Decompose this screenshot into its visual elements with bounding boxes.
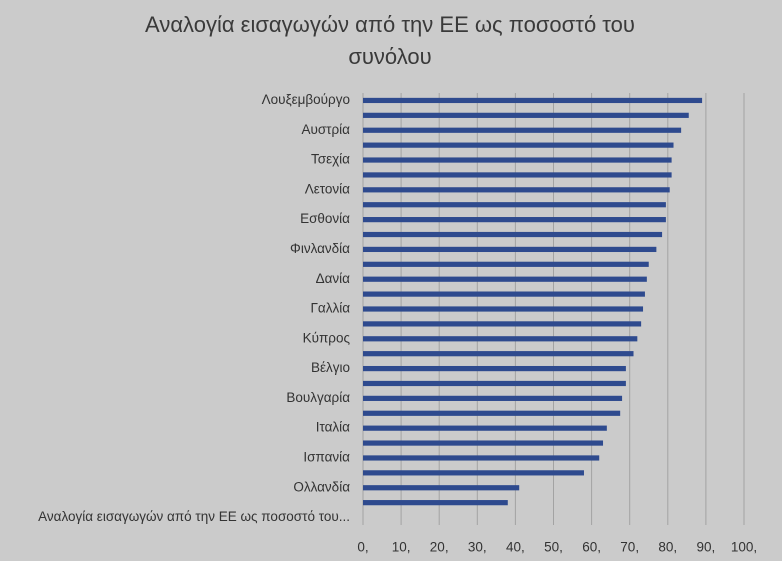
bar — [363, 276, 647, 282]
y-tick-label: Γαλλία — [310, 301, 350, 316]
bar — [363, 246, 657, 253]
y-tick-label: Λετονία — [305, 181, 350, 196]
bar — [363, 231, 663, 238]
y-tick-label: Βουλγαρία — [286, 390, 350, 405]
bar — [363, 440, 604, 446]
x-tick-label: 20, — [430, 540, 449, 555]
bar — [363, 217, 666, 223]
x-tick-label: 80, — [658, 540, 677, 555]
chart-title: συνόλου — [348, 44, 431, 69]
bar — [363, 261, 649, 267]
y-tick-label: Αναλογία εισαγωγών από την ΕΕ ως ποσοστό… — [38, 509, 350, 524]
bar — [363, 172, 672, 178]
y-tick-label: Ιταλία — [316, 420, 350, 435]
bar — [363, 97, 703, 104]
bar — [363, 321, 642, 327]
x-tick-label: 100, — [731, 540, 757, 555]
x-tick-label: 30, — [468, 540, 487, 555]
bar — [363, 142, 674, 148]
x-tick-label: 10, — [392, 540, 411, 555]
bar — [363, 500, 508, 506]
y-tick-label: Δανία — [316, 271, 351, 286]
y-tick-label: Βέλγιο — [311, 360, 350, 375]
x-tick-label: 50, — [544, 540, 563, 555]
bar — [363, 187, 670, 193]
x-tick-label: 70, — [620, 540, 639, 555]
y-tick-label: Κύπρος — [303, 330, 351, 345]
x-tick-label: 60, — [582, 540, 601, 555]
x-tick-label: 90, — [697, 540, 716, 555]
chart-title: Αναλογία εισαγωγών από την ΕΕ ως ποσοστό… — [145, 12, 635, 37]
y-tick-label: Ολλανδία — [293, 479, 350, 494]
bar — [363, 112, 689, 118]
bar — [363, 485, 520, 491]
bar — [363, 157, 672, 163]
x-tick-label: 40, — [506, 540, 525, 555]
bar — [363, 470, 584, 476]
bar — [363, 336, 638, 342]
bar — [363, 455, 600, 461]
bar — [363, 291, 645, 297]
y-tick-label: Λουξεμβούργο — [262, 92, 350, 107]
bar — [363, 425, 607, 431]
y-tick-label: Αυστρία — [301, 122, 350, 137]
y-tick-label: Ισπανία — [303, 450, 350, 465]
bar — [363, 127, 682, 133]
bar — [363, 380, 626, 387]
y-tick-label: Εσθονία — [300, 211, 350, 226]
bar — [363, 351, 634, 357]
y-tick-label: Φινλανδία — [290, 241, 350, 256]
bar — [363, 202, 666, 208]
bar — [363, 395, 623, 401]
bar — [363, 365, 626, 372]
bar — [363, 410, 621, 416]
bar — [363, 306, 644, 312]
y-tick-label: Τσεχία — [311, 152, 350, 167]
x-tick-label: 0, — [357, 540, 368, 555]
